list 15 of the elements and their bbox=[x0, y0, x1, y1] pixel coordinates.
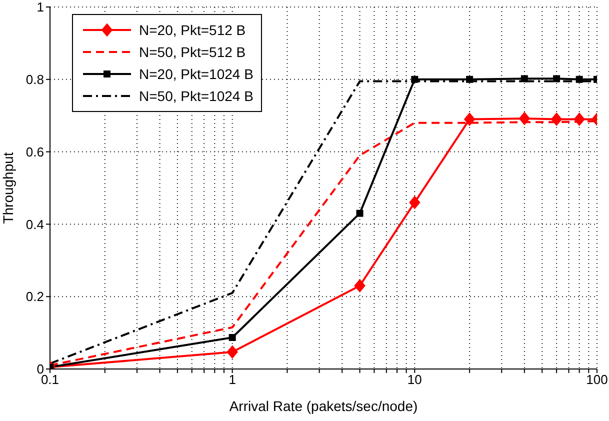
y-axis-title: Throughput bbox=[0, 152, 16, 224]
x-tick-label: 0.1 bbox=[40, 372, 60, 388]
y-tick-label: 1 bbox=[36, 0, 44, 15]
y-tick-label: 0.6 bbox=[26, 144, 44, 160]
x-tick-label: 1 bbox=[228, 372, 236, 388]
x-tick-label: 100 bbox=[586, 372, 608, 388]
x-tick-label: 10 bbox=[407, 372, 422, 388]
y-tick-label: 0.8 bbox=[26, 72, 44, 88]
x-axis-title: Arrival Rate (pakets/sec/node) bbox=[229, 398, 418, 414]
legend-label: N=50, Pkt=512 B bbox=[139, 44, 246, 60]
legend-label: N=20, Pkt=1024 B bbox=[139, 66, 254, 82]
legend-label: N=50, Pkt=1024 B bbox=[139, 88, 254, 104]
legend-label: N=20, Pkt=512 B bbox=[139, 22, 246, 38]
y-tick-label: 0.2 bbox=[26, 289, 44, 304]
y-tick-label: 0.4 bbox=[26, 216, 44, 232]
